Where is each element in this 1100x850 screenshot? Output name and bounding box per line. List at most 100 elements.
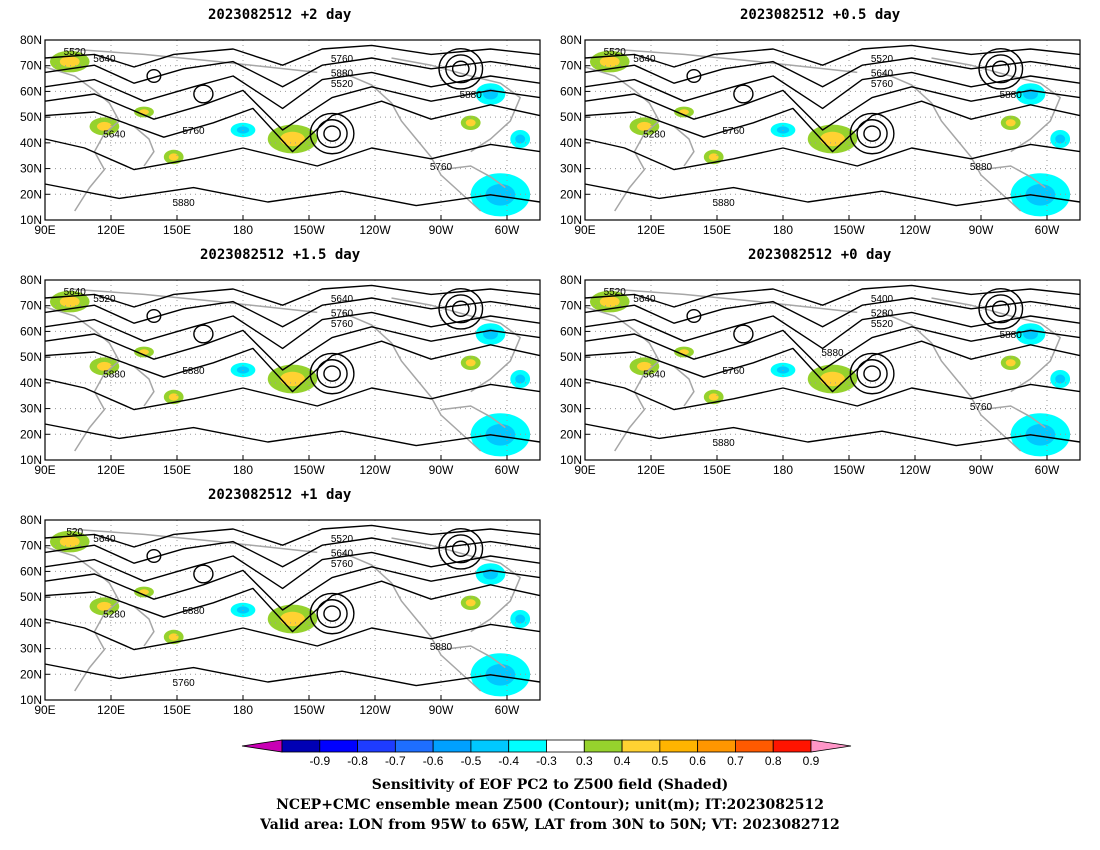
- x-tick-label: 120E: [637, 223, 665, 237]
- contour-label: 5640: [643, 370, 666, 381]
- panel-title-4: 2023082512 +0 day: [748, 247, 892, 263]
- x-tick-label: 90E: [34, 223, 55, 237]
- x-tick-label: 150E: [163, 223, 191, 237]
- contour-label: 5520: [871, 54, 894, 65]
- caption-line-3: Valid area: LON from 95W to 65W, LAT fro…: [260, 817, 840, 833]
- colorbar-label: 0.7: [727, 754, 744, 768]
- closed-contour: [849, 352, 895, 395]
- coastline: [980, 405, 1046, 429]
- shade-negative-strong: [515, 374, 526, 384]
- x-tick-label: 120W: [359, 463, 391, 477]
- contour-label: 5640: [633, 294, 656, 305]
- coastline: [980, 165, 1046, 189]
- y-tick-label: 50N: [20, 590, 42, 604]
- y-tick-label: 40N: [20, 136, 42, 150]
- shade-positive-strong: [96, 361, 112, 371]
- closed-contour: [985, 294, 1017, 324]
- y-tick-label: 80N: [560, 273, 582, 287]
- map-frame: [44, 519, 541, 701]
- y-tick-label: 70N: [20, 59, 42, 73]
- colorbar-label: -0.4: [498, 754, 519, 768]
- colorbar-label: 0.9: [803, 754, 820, 768]
- shade-positive-strong: [168, 633, 179, 641]
- y-tick-label: 70N: [560, 59, 582, 73]
- z500-contour: [44, 537, 541, 568]
- z500-contour: [44, 551, 541, 590]
- shade-positive-strong: [59, 56, 80, 67]
- y-tick-label: 40N: [20, 376, 42, 390]
- coastline: [931, 57, 1062, 153]
- z500-contour: [44, 100, 541, 153]
- shade-positive-strong: [280, 371, 305, 387]
- coastline: [69, 288, 318, 314]
- contour-label: 5520: [93, 294, 116, 305]
- y-tick-label: 80N: [20, 273, 42, 287]
- colorbar-swatch: [281, 739, 321, 753]
- x-tick-label: 120E: [97, 703, 125, 717]
- z500-contour: [584, 138, 1081, 171]
- z500-contour: [44, 378, 541, 411]
- y-tick-label: 70N: [20, 299, 42, 313]
- y-tick-label: 50N: [20, 110, 42, 124]
- z500-contour: [584, 378, 1081, 411]
- closed-contour: [438, 287, 484, 330]
- z500-contour: [44, 340, 541, 393]
- y-tick-label: 30N: [20, 402, 42, 416]
- colorbar: -0.9 -0.8 -0.7 -0.6 -0.5 -0.4 -0.3 0.3 0.4 0.5 0.6…: [240, 738, 860, 775]
- x-tick-label: 120W: [899, 463, 931, 477]
- contour-label: 520: [66, 527, 83, 538]
- colorbar-swatch: [659, 739, 699, 753]
- coastline: [931, 297, 1062, 393]
- map-panel-plus0.5day: 5520 5640 5520 5640 5760 5280 5760 5880 5880 5880…: [540, 30, 1085, 245]
- shade-positive-strong: [168, 393, 179, 401]
- y-tick-label: 20N: [560, 427, 582, 441]
- caption-line-2: NCEP+CMC ensemble mean Z500 (Contour); u…: [276, 797, 824, 813]
- colorbar-swatch: [697, 739, 736, 753]
- z500-contour: [44, 284, 541, 308]
- x-tick-label: 150W: [293, 703, 325, 717]
- shade-positive-strong: [820, 131, 845, 147]
- shade-positive-strong: [59, 536, 80, 547]
- shade-positive-strong: [599, 296, 620, 307]
- contour-label: 5760: [331, 308, 354, 319]
- contour-label: 5400: [871, 294, 894, 305]
- contour-label: 5280: [871, 308, 894, 319]
- z500-contour: [44, 524, 541, 548]
- closed-contour: [323, 605, 341, 622]
- x-tick-label: 180: [233, 223, 253, 237]
- shade-positive-strong: [96, 121, 112, 131]
- coastline: [440, 405, 506, 429]
- colorbar-swatch: [583, 739, 623, 753]
- z500-contour: [584, 284, 1081, 308]
- x-tick-label: 180: [773, 223, 793, 237]
- shade-positive-strong: [599, 56, 620, 67]
- closed-contour: [309, 592, 355, 635]
- z500-contour: [44, 580, 541, 633]
- contour-label: 5280: [643, 130, 666, 141]
- shade-negative-strong: [1055, 374, 1066, 384]
- y-tick-label: 30N: [20, 642, 42, 656]
- contour-label: 5520: [604, 47, 627, 58]
- coastline: [69, 528, 318, 554]
- x-tick-label: 60W: [1035, 463, 1060, 477]
- z500-contour: [584, 326, 1081, 371]
- colorbar-label: -0.7: [385, 754, 406, 768]
- map-frame: [44, 279, 541, 461]
- closed-contour: [863, 125, 881, 142]
- closed-contour: [309, 112, 355, 155]
- closed-contour: [733, 324, 754, 344]
- z500-contour: [44, 138, 541, 171]
- contour-label: 5880: [182, 606, 205, 617]
- contour-label: 5520: [871, 319, 894, 330]
- colorbar-label: -0.5: [461, 754, 482, 768]
- x-tick-label: 150W: [833, 223, 865, 237]
- panel-title-3: 2023082512 +1.5 day: [200, 247, 361, 263]
- contour-label: 5520: [331, 79, 354, 90]
- contour-label: 5280: [103, 610, 126, 621]
- contour-label: 5760: [331, 319, 354, 330]
- coastline: [609, 48, 858, 74]
- closed-contour: [316, 599, 348, 629]
- contour-label: 5880: [103, 370, 126, 381]
